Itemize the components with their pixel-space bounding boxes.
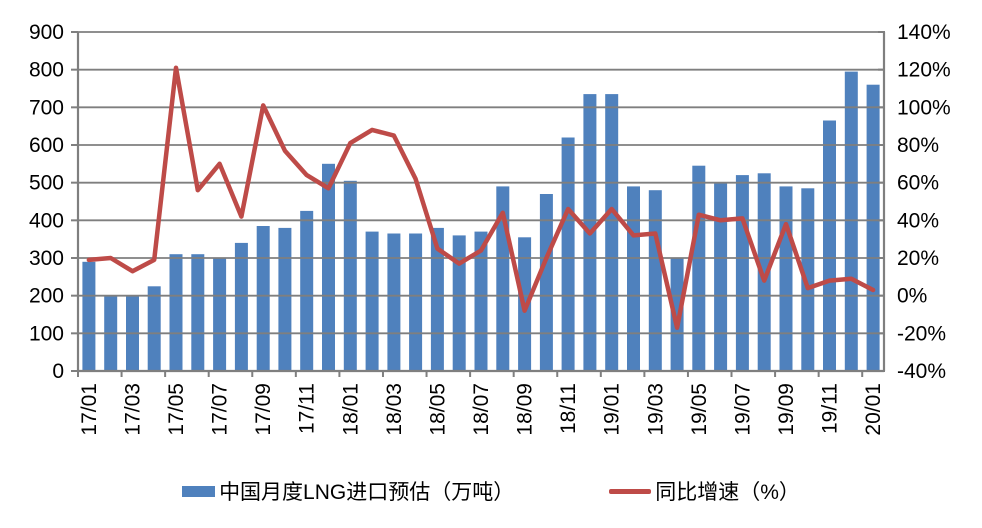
line-series-swatch-icon: [609, 488, 652, 494]
bar: [213, 258, 227, 371]
bar: [627, 186, 640, 371]
left-axis-tick-label: 200: [29, 285, 64, 308]
x-axis-tick-label: 17/05: [165, 383, 188, 436]
line-series-label: 同比增速（%）: [655, 481, 800, 504]
x-axis-tick-label: 17/03: [121, 383, 144, 436]
x-axis-tick-label: 17/09: [252, 383, 275, 436]
chart-canvas: 0 100 200 300 400 500 600 700 800 900 -40% -20% 0% 20…: [29, 21, 951, 436]
right-axis-tick-label: 120%: [897, 59, 951, 82]
left-axis-tick-label: 800: [29, 59, 64, 82]
right-axis-tick-label: 40%: [897, 209, 939, 232]
bar: [757, 173, 771, 372]
x-axis-tick-label: 19/05: [688, 383, 711, 436]
right-axis-tick-label: 140%: [897, 21, 951, 44]
x-axis-tick-label: 19/03: [644, 383, 667, 436]
bar: [452, 235, 466, 371]
bar: [82, 261, 96, 371]
bar: [866, 84, 880, 371]
x-axis-tick-label: 18/07: [470, 383, 493, 436]
bar: [278, 227, 292, 371]
bar: [779, 186, 793, 371]
bar: [801, 188, 815, 371]
x-axis-tick-label: 18/11: [557, 383, 580, 434]
right-axis-tick-label: 100%: [897, 96, 951, 119]
left-axis-tick-label: 300: [29, 247, 64, 270]
bar: [322, 163, 335, 371]
bar: [561, 137, 575, 371]
bar: [387, 233, 401, 371]
left-axis-tick-label: 600: [29, 134, 64, 157]
bar-series-swatch-icon: [182, 485, 216, 497]
x-axis-tick-label: 18/05: [426, 383, 449, 436]
x-axis-tick-label: 18/01: [339, 383, 362, 436]
x-axis-tick-label: 20/01: [862, 383, 885, 436]
yoy-growth-line: [86, 65, 876, 330]
bar: [735, 175, 749, 371]
right-axis-tick-label: 80%: [897, 134, 939, 157]
bar: [539, 194, 553, 371]
bar: [648, 190, 662, 371]
legend-item-bar-series: 中国月度LNG进口预估（万吨）: [182, 476, 514, 506]
left-axis-tick-label: 900: [29, 21, 64, 44]
x-axis-tick-label: 19/09: [775, 383, 798, 436]
x-axis-tick-label: 19/11: [819, 383, 842, 434]
x-axis-tick-label: 19/07: [731, 383, 754, 436]
left-axis-tick-label: 400: [29, 209, 64, 232]
bar: [169, 254, 183, 371]
bar: [474, 231, 488, 371]
bar: [147, 286, 161, 372]
left-axis-tick-label: 700: [29, 96, 64, 119]
bar: [692, 165, 706, 371]
bar: [430, 227, 444, 371]
bar: [300, 210, 314, 371]
bar: [605, 94, 619, 371]
x-axis-tick-label: 18/09: [514, 383, 537, 436]
bar: [714, 182, 728, 371]
bar: [365, 231, 379, 371]
bar: [844, 71, 858, 371]
bar: [256, 226, 270, 371]
legend-item-line-series: 同比增速（%）: [609, 476, 800, 506]
bar: [670, 258, 684, 371]
bar: [191, 254, 205, 371]
bar: [234, 242, 248, 371]
x-axis-tick-label: 19/01: [601, 383, 624, 436]
bar: [343, 180, 357, 371]
right-axis-tick-label: -40%: [897, 360, 946, 383]
right-axis-tick-label: -20%: [897, 322, 946, 345]
left-axis-tick-label: 500: [29, 172, 64, 195]
legend: 中国月度LNG进口预估（万吨） 同比增速（%）: [0, 476, 982, 506]
bar-series-label: 中国月度LNG进口预估（万吨）: [219, 481, 515, 504]
x-axis-tick-label: 18/03: [383, 383, 406, 436]
right-axis-tick-label: 20%: [897, 247, 939, 270]
left-axis-tick-label: 100: [29, 322, 64, 345]
x-axis-tick-label: 17/07: [209, 383, 232, 436]
right-axis-tick-label: 60%: [897, 172, 939, 195]
x-axis-tick-label: 17/11: [296, 383, 319, 434]
right-axis-tick-label: 0%: [897, 285, 927, 308]
x-axis-tick-label: 17/01: [78, 383, 101, 436]
bar: [409, 233, 423, 371]
left-axis-tick-label: 0: [52, 360, 64, 383]
